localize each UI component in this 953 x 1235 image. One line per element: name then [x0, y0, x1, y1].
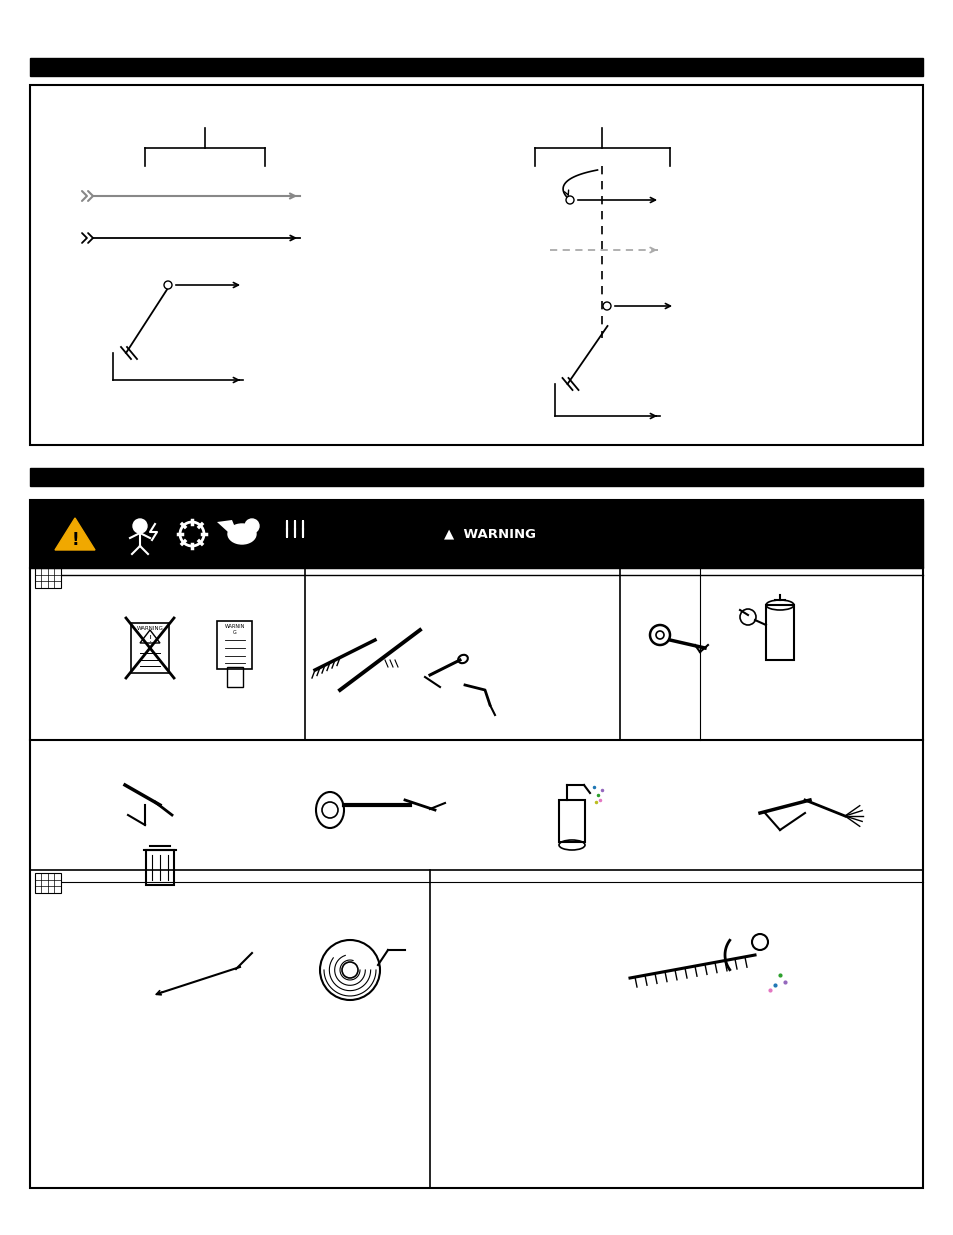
- Circle shape: [164, 282, 172, 289]
- Bar: [30, 500, 923, 568]
- Bar: [558, 800, 584, 842]
- Bar: [217, 621, 253, 669]
- Circle shape: [565, 196, 574, 204]
- Bar: [131, 622, 169, 673]
- Circle shape: [245, 519, 258, 534]
- Ellipse shape: [228, 524, 255, 543]
- Polygon shape: [55, 517, 95, 550]
- Text: WARNING: WARNING: [136, 625, 163, 631]
- Bar: [30, 58, 923, 77]
- Bar: [30, 468, 923, 487]
- Bar: [30, 500, 923, 1188]
- Text: !: !: [149, 636, 152, 645]
- Bar: [30, 85, 923, 445]
- Circle shape: [132, 519, 147, 534]
- Bar: [35, 873, 61, 893]
- Circle shape: [602, 303, 610, 310]
- Circle shape: [322, 802, 337, 818]
- Bar: [227, 667, 243, 687]
- Bar: [146, 850, 173, 885]
- Bar: [35, 568, 61, 588]
- Text: G: G: [233, 630, 236, 635]
- Text: ▲  WARNING: ▲ WARNING: [443, 527, 536, 541]
- Bar: [765, 605, 793, 659]
- Text: !: !: [71, 531, 79, 550]
- Text: WARNIN: WARNIN: [225, 625, 245, 630]
- Circle shape: [187, 529, 196, 538]
- Polygon shape: [216, 520, 236, 532]
